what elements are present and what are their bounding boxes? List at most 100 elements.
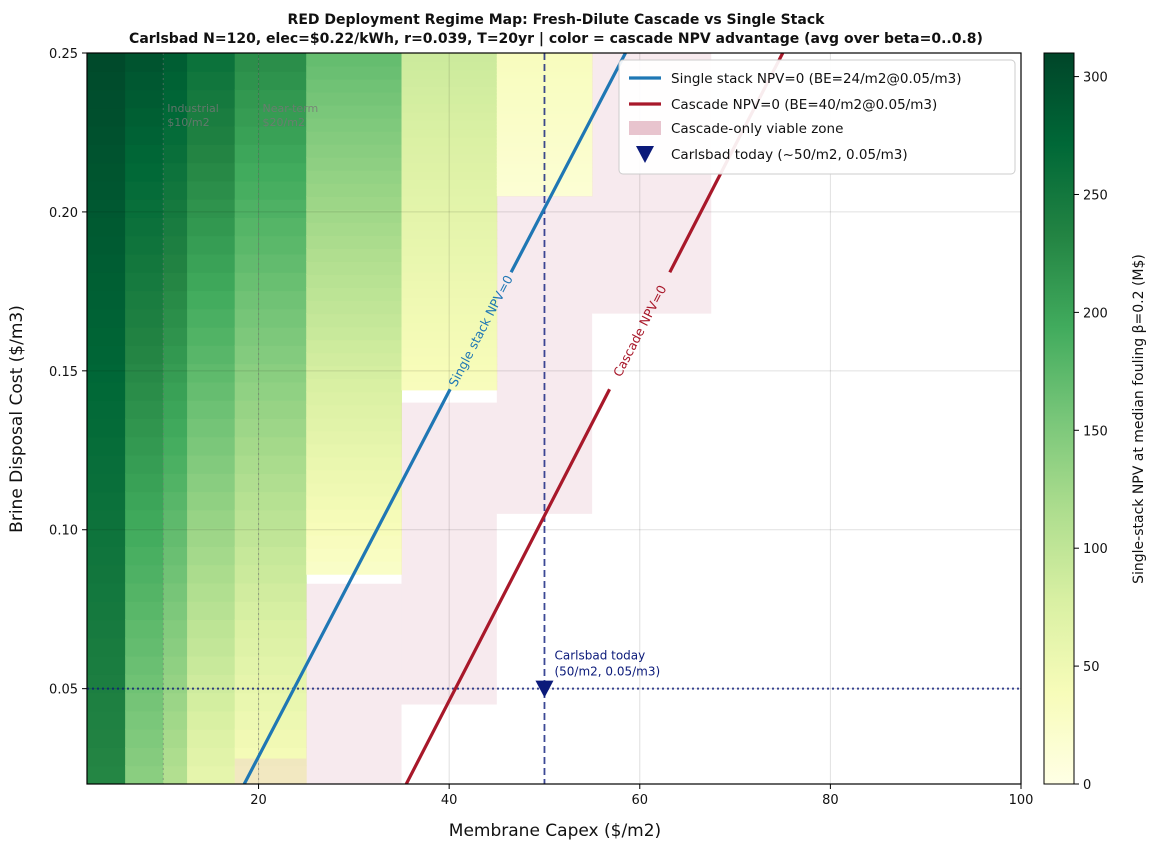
heatmap-cell (401, 296, 498, 307)
heatmap-cell (306, 521, 403, 536)
heatmap-cell (87, 363, 126, 383)
heatmap-cell (496, 138, 593, 143)
heatmap-cell (87, 728, 126, 748)
axes: 20 40 60 80 100 0.05 0.10 0.15 0.20 0.25 (49, 47, 1033, 808)
heatmap-cell (496, 134, 593, 140)
heatmap-cell (87, 491, 126, 511)
heatmap-cell (234, 454, 307, 474)
heatmap-cell (401, 53, 498, 62)
heatmap-cell (163, 308, 188, 328)
heatmap-cell (87, 582, 126, 602)
heatmap-cell (125, 436, 164, 456)
heatmap-cell (234, 107, 307, 127)
legend-swatch (636, 146, 654, 163)
heatmap-cell (163, 53, 188, 72)
heatmap-cell (87, 271, 126, 292)
heatmap-cell (163, 235, 188, 255)
heatmap-cell (234, 728, 307, 748)
heatmap-cell (234, 271, 307, 292)
heatmap-cell (401, 288, 498, 298)
carlsbad-marker[interactable] (535, 680, 554, 698)
heatmap-cell (163, 509, 188, 529)
colorbar-tick-label: 300 (1083, 71, 1108, 86)
heatmap-cell (187, 399, 236, 419)
heatmap-cell (306, 274, 403, 289)
heatmap-cell (125, 673, 164, 694)
heatmap-cell (187, 290, 236, 310)
heatmap-cell (306, 326, 403, 341)
heatmap-cell (87, 454, 126, 474)
heatmap-cell (125, 619, 164, 639)
heatmap-cell (87, 564, 126, 584)
heatmap-cell (234, 143, 307, 164)
heatmap-cell (163, 564, 188, 584)
heatmap-cell (306, 456, 403, 471)
heatmap-cell (306, 221, 403, 236)
heatmap-cell (125, 637, 164, 657)
colorbar-tick-label: 100 (1083, 542, 1108, 557)
heatmap-cell (306, 65, 403, 80)
heatmap-cell (234, 235, 307, 255)
heatmap-cell (306, 195, 403, 210)
heatmap-cell (187, 454, 236, 474)
heatmap-cell (187, 728, 236, 748)
heatmap-cell (401, 136, 498, 147)
heatmap-cell (496, 124, 593, 129)
heatmap-cell (187, 180, 236, 200)
heatmap-cell (125, 710, 164, 730)
heatmap-cell (401, 246, 498, 256)
heatmap-cell (163, 107, 188, 127)
heatmap-cell (306, 130, 403, 145)
heatmap-cell (234, 600, 307, 621)
heatmap-cell (306, 378, 403, 393)
heatmap-cell (87, 290, 126, 310)
heatmap-cell (496, 91, 593, 97)
heatmap-cell (187, 107, 236, 127)
heatmap-cell (125, 765, 164, 784)
heatmap-cell (187, 746, 236, 767)
heatmap-cell (125, 308, 164, 328)
heatmap-cell (306, 534, 403, 549)
marker-annotation: (50/m2, 0.05/m3) (554, 665, 660, 679)
heatmap-cell (306, 482, 403, 497)
heatmap-cell (163, 271, 188, 292)
heatmap-cell (234, 509, 307, 529)
heatmap-cell (87, 692, 126, 712)
colorbar-tick-label: 50 (1083, 660, 1100, 675)
heatmap-cell (87, 326, 126, 346)
reference-label: Industrial (167, 102, 219, 115)
heatmap-cell (401, 60, 498, 71)
heatmap-cell (187, 509, 236, 529)
heatmap-cell (401, 103, 498, 113)
heatmap-cell (87, 509, 126, 529)
heatmap-cell (163, 436, 188, 456)
heatmap-cell (401, 338, 498, 349)
heatmap-cell (125, 418, 164, 438)
legend: Single stack NPV=0 (BE=24/m2@0.05/m3) Cas… (618, 59, 1016, 175)
heatmap-cell (234, 308, 307, 328)
heatmap-cell (234, 545, 307, 566)
heatmap-cell (163, 198, 188, 218)
heatmap-cell (306, 547, 403, 562)
heatmap-cell (401, 271, 498, 281)
colorbar-bar (1043, 52, 1075, 785)
heatmap-cell (234, 436, 307, 456)
heatmap-cell (163, 326, 188, 346)
heatmap-cell (306, 313, 403, 328)
heatmap-cell (234, 710, 307, 730)
heatmap-cell (234, 125, 307, 145)
heatmap-cell (125, 399, 164, 419)
heatmap-cell (187, 436, 236, 456)
heatmap-cell (306, 560, 403, 575)
heatmap-cell (496, 191, 593, 197)
legend-box (618, 59, 1016, 175)
heatmap-cell (187, 381, 236, 401)
heatmap-cell (401, 111, 498, 121)
heatmap-cell (496, 170, 593, 176)
x-tick-label: 20 (250, 793, 267, 808)
heatmap-cell (187, 271, 236, 292)
heatmap-cell (234, 619, 307, 639)
heatmap-cell (187, 545, 236, 566)
heatmap-cell (401, 322, 498, 332)
series-line (242, 388, 452, 784)
